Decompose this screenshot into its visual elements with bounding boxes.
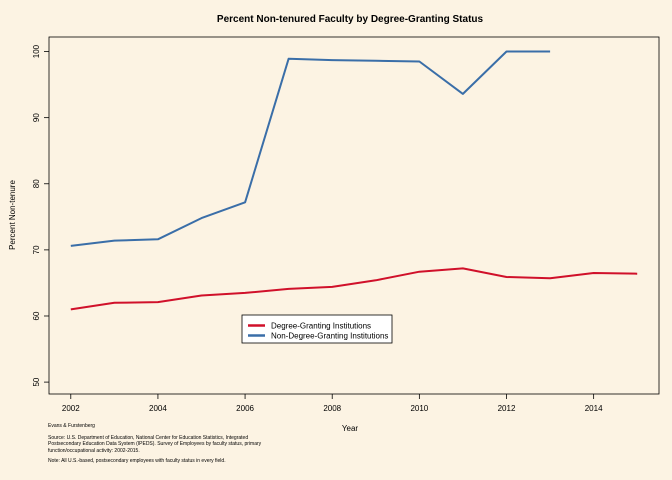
y-tick-label: 70 <box>32 245 41 254</box>
chart-title: Percent Non-tenured Faculty by Degree-Gr… <box>217 14 484 25</box>
credit-text: Evans & Furstenberg <box>48 423 95 429</box>
legend-box <box>241 314 393 344</box>
x-tick-label: 2010 <box>410 404 428 413</box>
x-tick-label: 2002 <box>62 404 80 413</box>
x-tick-label: 2014 <box>585 404 603 413</box>
note-text: Note: All U.S.-based, postsecondary empl… <box>48 457 226 464</box>
series-line-degree-granting <box>70 267 638 311</box>
y-axis: 50 60 70 80 90 100 <box>32 44 49 387</box>
y-tick-label: 60 <box>32 311 41 320</box>
source-text: Source: U.S. Department of Education, Na… <box>48 435 262 454</box>
legend-label-degree: Degree-Granting Institutions <box>271 322 371 331</box>
legend: Degree-Granting Institutions Non-Degree-… <box>241 314 393 344</box>
y-axis-label: Percent Non-tenure <box>8 180 17 250</box>
x-tick-label: 2004 <box>149 404 167 413</box>
x-tick-label: 2012 <box>498 404 516 413</box>
x-axis: 2002 2004 2006 2008 2010 2012 2014 <box>62 394 603 413</box>
x-tick-label: 2008 <box>323 404 341 413</box>
chart-notes: Evans & Furstenberg Source: U.S. Departm… <box>48 423 448 464</box>
x-axis-label: Year <box>342 424 359 433</box>
series-line-non-degree-granting <box>70 50 551 247</box>
y-tick-label: 80 <box>32 179 41 188</box>
legend-label-non-degree: Non-Degree-Granting Institutions <box>271 332 388 341</box>
y-tick-label: 50 <box>32 377 41 386</box>
y-tick-label: 100 <box>32 44 41 58</box>
x-tick-label: 2006 <box>236 404 254 413</box>
y-tick-label: 90 <box>32 113 41 122</box>
plot-frame <box>48 36 660 395</box>
series-layer <box>70 50 638 311</box>
